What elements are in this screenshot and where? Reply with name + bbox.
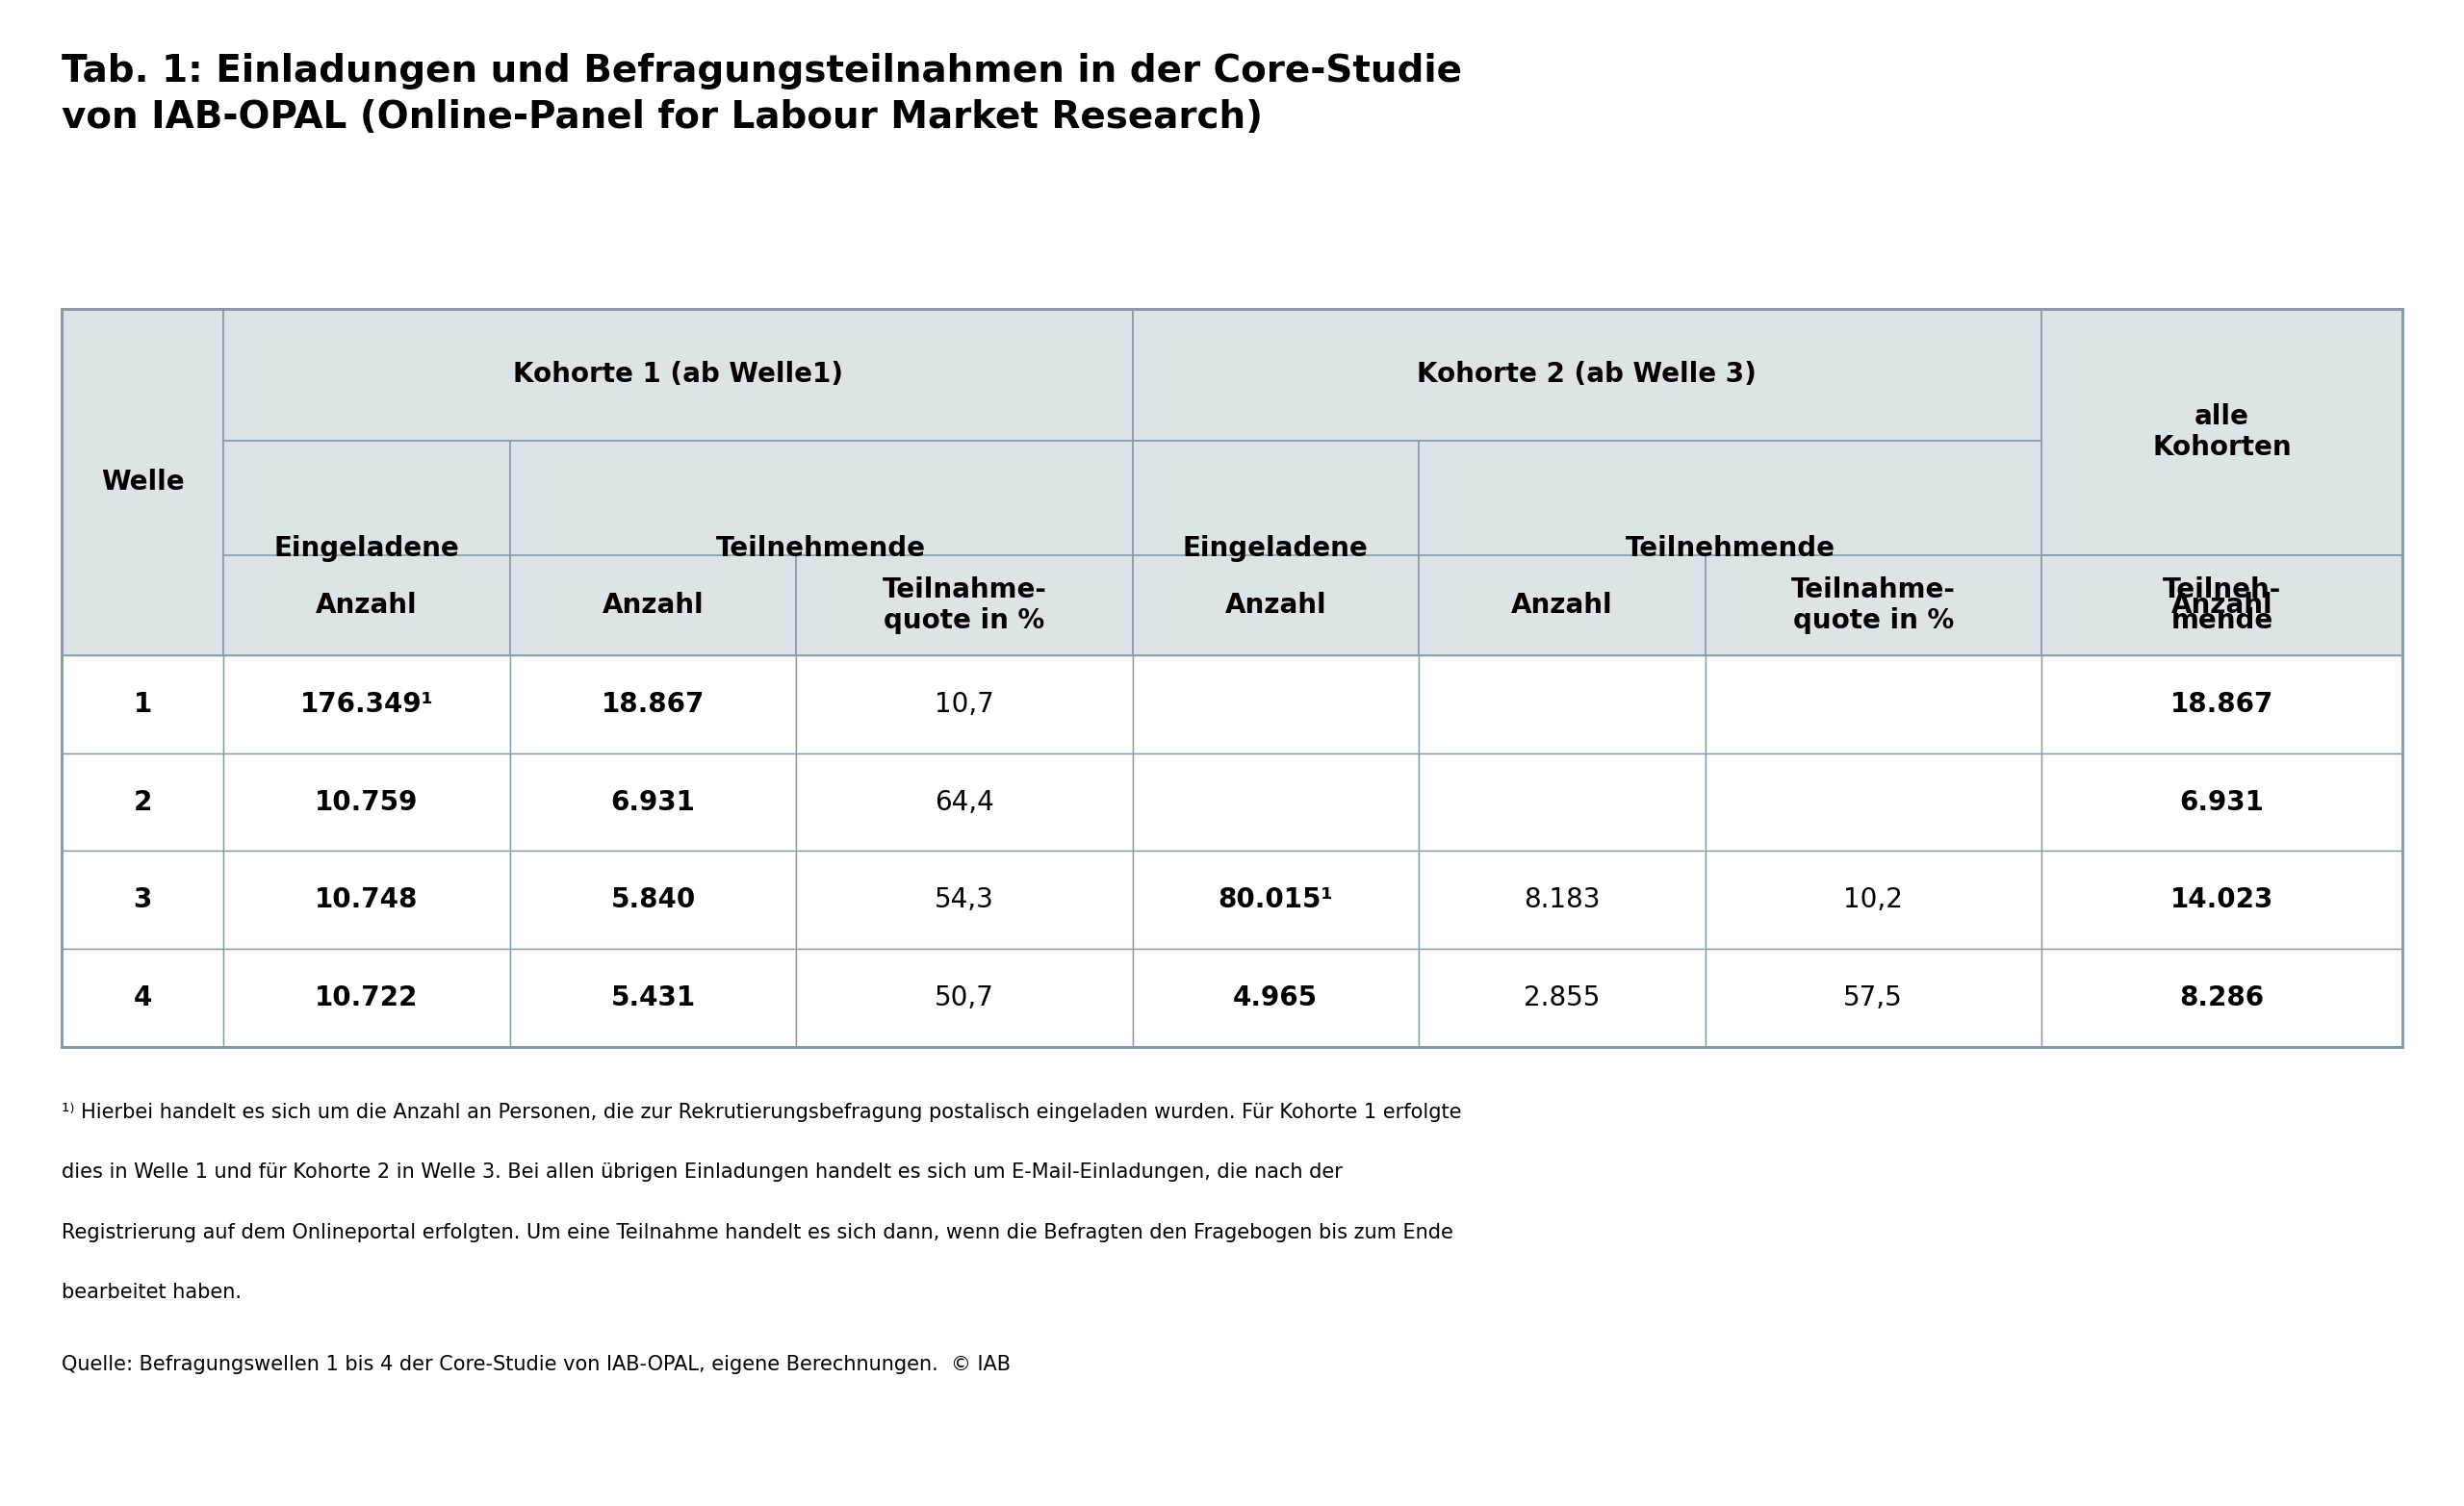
Bar — [1133, 753, 1419, 851]
Text: ¹⁾ Hierbei handelt es sich um die Anzahl an Personen, die zur Rekrutierungsbefra: ¹⁾ Hierbei handelt es sich um die Anzahl… — [62, 1102, 1461, 1122]
Text: Teilnahme-
quote in %: Teilnahme- quote in % — [1791, 577, 1956, 634]
Bar — [796, 851, 1133, 949]
Text: 10.759: 10.759 — [315, 789, 419, 816]
Text: Tab. 1: Einladungen und Befragungsteilnahmen in der Core-Studie
von IAB-OPAL (On: Tab. 1: Einladungen und Befragungsteilna… — [62, 53, 1461, 136]
Text: 6.931: 6.931 — [611, 789, 695, 816]
Bar — [1133, 556, 1419, 655]
Text: 4: 4 — [133, 985, 153, 1011]
Text: Teilnehmende: Teilnehmende — [717, 535, 926, 562]
Text: 8.183: 8.183 — [1523, 887, 1599, 914]
Bar — [796, 753, 1133, 851]
Text: 2: 2 — [133, 789, 153, 816]
Bar — [62, 309, 224, 655]
Bar — [2040, 556, 2402, 655]
Text: Anzahl: Anzahl — [2171, 592, 2272, 619]
Bar — [224, 309, 1133, 441]
Bar — [62, 655, 224, 753]
Bar — [510, 441, 1133, 655]
Bar — [224, 441, 510, 655]
Bar — [510, 753, 796, 851]
Bar — [62, 851, 224, 949]
Bar — [1419, 753, 1705, 851]
Text: 1: 1 — [133, 691, 153, 718]
Text: Anzahl: Anzahl — [1225, 592, 1326, 619]
Bar — [1705, 949, 2040, 1047]
Text: Welle: Welle — [101, 468, 185, 495]
Bar — [1133, 309, 2040, 441]
Bar — [1133, 655, 1419, 753]
Bar — [1419, 851, 1705, 949]
Bar — [62, 753, 224, 851]
Bar — [796, 655, 1133, 753]
Bar — [796, 949, 1133, 1047]
Text: 10,7: 10,7 — [934, 691, 993, 718]
Bar — [1419, 441, 2040, 655]
Text: Quelle: Befragungswellen 1 bis 4 der Core-Studie von IAB-OPAL, eigene Berechnung: Quelle: Befragungswellen 1 bis 4 der Cor… — [62, 1355, 1010, 1375]
Text: 50,7: 50,7 — [934, 985, 993, 1011]
Bar — [2040, 556, 2402, 655]
Text: Eingeladene: Eingeladene — [274, 535, 458, 562]
Bar — [224, 851, 510, 949]
Text: Teilnehmende: Teilnehmende — [1626, 535, 1836, 562]
Text: dies in Welle 1 und für Kohorte 2 in Welle 3. Bei allen übrigen Einladungen hand: dies in Welle 1 und für Kohorte 2 in Wel… — [62, 1163, 1343, 1182]
Bar — [1705, 851, 2040, 949]
Text: 54,3: 54,3 — [934, 887, 993, 914]
Text: Eingeladene: Eingeladene — [1183, 535, 1368, 562]
Bar — [510, 949, 796, 1047]
Bar — [796, 556, 1133, 655]
Bar — [1419, 949, 1705, 1047]
Text: 8.286: 8.286 — [2181, 985, 2264, 1011]
Text: 64,4: 64,4 — [934, 789, 993, 816]
Bar — [224, 753, 510, 851]
Text: 5.840: 5.840 — [611, 887, 695, 914]
Text: 6.931: 6.931 — [2181, 789, 2264, 816]
Text: 18.867: 18.867 — [2171, 691, 2274, 718]
Text: Anzahl: Anzahl — [315, 592, 416, 619]
Text: 3: 3 — [133, 887, 153, 914]
Bar — [1419, 556, 1705, 655]
Text: 10.722: 10.722 — [315, 985, 419, 1011]
Text: 5.431: 5.431 — [611, 985, 695, 1011]
Text: Kohorte 2 (ab Welle 3): Kohorte 2 (ab Welle 3) — [1417, 361, 1757, 389]
Text: 4.965: 4.965 — [1232, 985, 1318, 1011]
Bar — [1133, 949, 1419, 1047]
Text: Kohorte 1 (ab Welle1): Kohorte 1 (ab Welle1) — [513, 361, 843, 389]
Bar — [1419, 655, 1705, 753]
Bar — [224, 949, 510, 1047]
Bar — [1705, 753, 2040, 851]
Text: bearbeitet haben.: bearbeitet haben. — [62, 1283, 241, 1303]
Text: 80.015¹: 80.015¹ — [1217, 887, 1333, 914]
Text: 10,2: 10,2 — [1843, 887, 1902, 914]
Bar — [510, 655, 796, 753]
Bar — [1133, 851, 1419, 949]
Text: 176.349¹: 176.349¹ — [301, 691, 434, 718]
Text: 57,5: 57,5 — [1843, 985, 1902, 1011]
Bar — [62, 949, 224, 1047]
Text: Teilneh-
mende: Teilneh- mende — [2163, 577, 2282, 634]
Text: Anzahl: Anzahl — [1510, 592, 1614, 619]
Text: 2.855: 2.855 — [1523, 985, 1599, 1011]
Bar — [2040, 309, 2402, 556]
Bar — [224, 556, 510, 655]
Bar — [1133, 441, 1419, 655]
Bar — [2040, 851, 2402, 949]
Bar — [510, 556, 796, 655]
Bar — [2040, 753, 2402, 851]
Bar — [1705, 556, 2040, 655]
Bar — [224, 655, 510, 753]
Bar — [2040, 655, 2402, 753]
Text: alle
Kohorten: alle Kohorten — [2151, 402, 2292, 461]
Text: Teilnahme-
quote in %: Teilnahme- quote in % — [882, 577, 1047, 634]
Text: 14.023: 14.023 — [2171, 887, 2274, 914]
Text: Registrierung auf dem Onlineportal erfolgten. Um eine Teilnahme handelt es sich : Registrierung auf dem Onlineportal erfol… — [62, 1223, 1454, 1242]
Text: 10.748: 10.748 — [315, 887, 419, 914]
Text: Anzahl: Anzahl — [601, 592, 705, 619]
Bar — [1705, 655, 2040, 753]
Text: 18.867: 18.867 — [601, 691, 705, 718]
Bar — [2040, 949, 2402, 1047]
Bar — [510, 851, 796, 949]
